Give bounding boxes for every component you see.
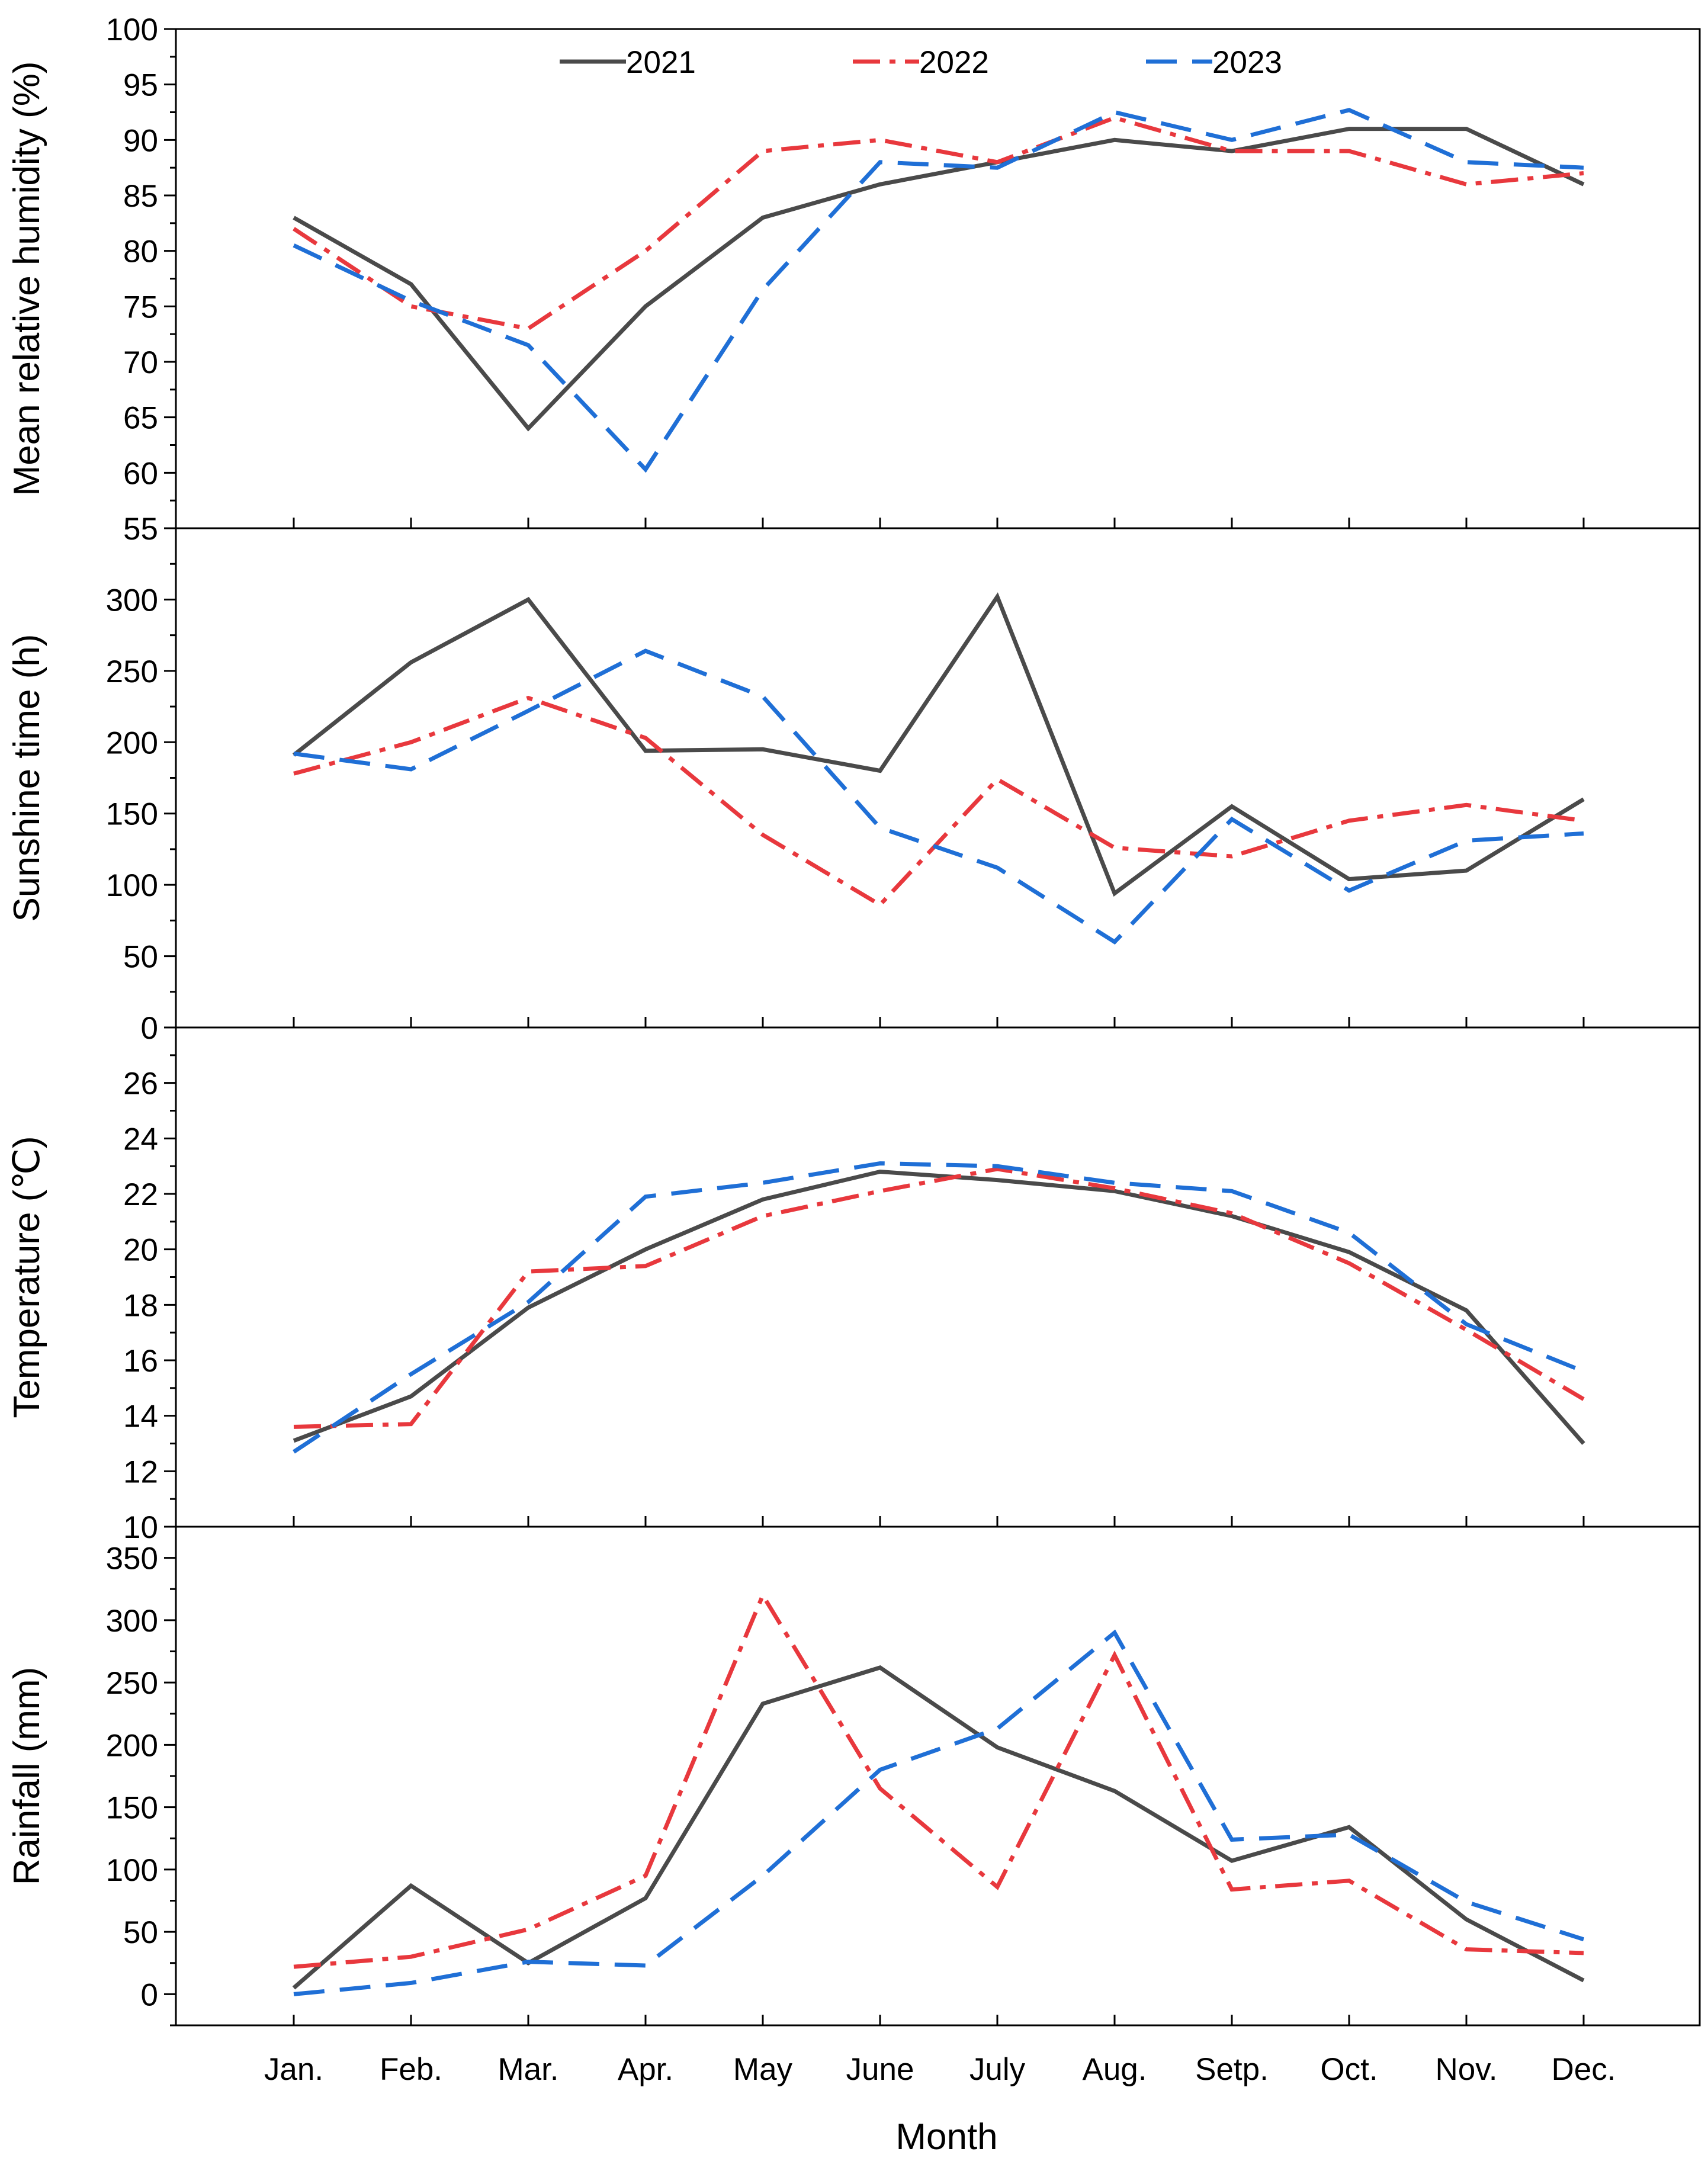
- y-tick-label-temperature-24: 24: [123, 1122, 158, 1157]
- legend-label-2023: 2023: [1212, 45, 1282, 80]
- x-tick-label-nov: Nov.: [1435, 2052, 1497, 2087]
- y-tick-label-rainfall-mm-250: 250: [106, 1666, 158, 1701]
- frames-layer: [175, 28, 1701, 2027]
- y-tick-label-mean-relative-humidity-90: 90: [123, 123, 158, 158]
- legend: 2021 2022 2023: [560, 45, 1282, 80]
- y-tick-label-mean-relative-humidity-75: 75: [123, 290, 158, 325]
- x-tick-label-mar: Mar.: [497, 2052, 558, 2087]
- y-tick-label-mean-relative-humidity-60: 60: [123, 456, 158, 491]
- ticks-layer: [164, 28, 1585, 2027]
- y-axis-title-mean-relative-humidity: Mean relative humidity (%): [7, 62, 47, 496]
- series-line-sunshine-time-h-2021: [292, 592, 1585, 897]
- y-tick-label-temperature-22: 22: [123, 1177, 158, 1212]
- x-axis-title: Month: [895, 2117, 997, 2155]
- y-tick-label-temperature-14: 14: [123, 1399, 158, 1434]
- y-tick-label-temperature-10: 10: [123, 1510, 158, 1545]
- x-tick-label-june: June: [846, 2052, 914, 2087]
- series-line-mean-relative-humidity-2022: [293, 115, 1584, 331]
- x-tick-label-july: July: [969, 2052, 1026, 2087]
- series-line-mean-relative-humidity-2023: [293, 108, 1584, 473]
- y-tick-label-sunshine-time-h-250: 250: [106, 654, 158, 689]
- y-tick-label-mean-relative-humidity-95: 95: [123, 68, 158, 103]
- y-tick-label-mean-relative-humidity-55: 55: [123, 512, 158, 547]
- y-axis-title-temperature: Temperature (℃): [7, 1136, 47, 1418]
- y-tick-label-mean-relative-humidity-80: 80: [123, 235, 158, 269]
- y-tick-label-rainfall-mm-0: 0: [141, 1977, 158, 2012]
- y-tick-label-rainfall-mm-50: 50: [123, 1915, 158, 1950]
- y-tick-label-sunshine-time-h-50: 50: [123, 940, 158, 975]
- series-layer: [292, 108, 1585, 1996]
- y-tick-label-rainfall-mm-300: 300: [106, 1604, 158, 1639]
- y-tick-label-sunshine-time-h-300: 300: [106, 583, 158, 618]
- y-tick-label-sunshine-time-h-100: 100: [106, 868, 158, 903]
- x-tick-label-jan: Jan.: [264, 2052, 323, 2087]
- y-tick-label-mean-relative-humidity-65: 65: [123, 401, 158, 436]
- y-axis-title-sunshine-time-h: Sunshine time (h): [7, 634, 47, 922]
- legend-label-2021: 2021: [626, 45, 696, 80]
- y-tick-label-sunshine-time-h-0: 0: [141, 1011, 158, 1046]
- y-tick-label-rainfall-mm-200: 200: [106, 1728, 158, 1763]
- series-line-rainfall-mm-2021: [292, 1665, 1585, 1990]
- x-tick-label-dec: Dec.: [1552, 2052, 1616, 2087]
- series-line-temperature-2022: [293, 1167, 1585, 1429]
- series-line-mean-relative-humidity-2021: [293, 127, 1585, 432]
- series-line-rainfall-mm-2022: [293, 1591, 1584, 1969]
- series-line-rainfall-mm-2023: [293, 1629, 1585, 1996]
- series-line-temperature-2023: [293, 1161, 1585, 1454]
- x-tick-label-aug: Aug.: [1082, 2052, 1147, 2087]
- y-tick-label-sunshine-time-h-150: 150: [106, 797, 158, 832]
- x-tick-label-setp: Setp.: [1195, 2052, 1269, 2087]
- y-tick-label-rainfall-mm-350: 350: [106, 1542, 158, 1576]
- legend-label-2022: 2022: [919, 45, 989, 80]
- y-tick-label-mean-relative-humidity-70: 70: [123, 345, 158, 380]
- series-line-sunshine-time-h-2022: [293, 695, 1584, 908]
- y-tick-label-temperature-18: 18: [123, 1288, 158, 1323]
- series-line-temperature-2021: [293, 1169, 1585, 1445]
- x-tick-label-feb: Feb.: [380, 2052, 442, 2087]
- y-tick-label-mean-relative-humidity-100: 100: [106, 12, 158, 47]
- y-tick-label-temperature-20: 20: [123, 1233, 158, 1268]
- y-tick-label-rainfall-mm-100: 100: [106, 1853, 158, 1888]
- series-line-sunshine-time-h-2023: [293, 648, 1584, 945]
- y-axis-title-rainfall-mm: Rainfall (mm): [7, 1667, 47, 1886]
- y-tick-label-rainfall-mm-150: 150: [106, 1791, 158, 1826]
- y-tick-label-mean-relative-humidity-85: 85: [123, 179, 158, 214]
- y-tick-label-temperature-16: 16: [123, 1344, 158, 1379]
- y-tick-label-temperature-12: 12: [123, 1454, 158, 1489]
- panel-frame-temperature: [175, 1026, 1701, 1528]
- y-tick-label-sunshine-time-h-200: 200: [106, 725, 158, 760]
- x-tick-label-oct: Oct.: [1320, 2052, 1378, 2087]
- x-tick-label-apr: Apr.: [618, 2052, 673, 2087]
- y-tick-label-temperature-26: 26: [123, 1067, 158, 1102]
- x-tick-label-may: May: [733, 2052, 793, 2087]
- panel-frame-sunshine-time-h: [175, 527, 1701, 1029]
